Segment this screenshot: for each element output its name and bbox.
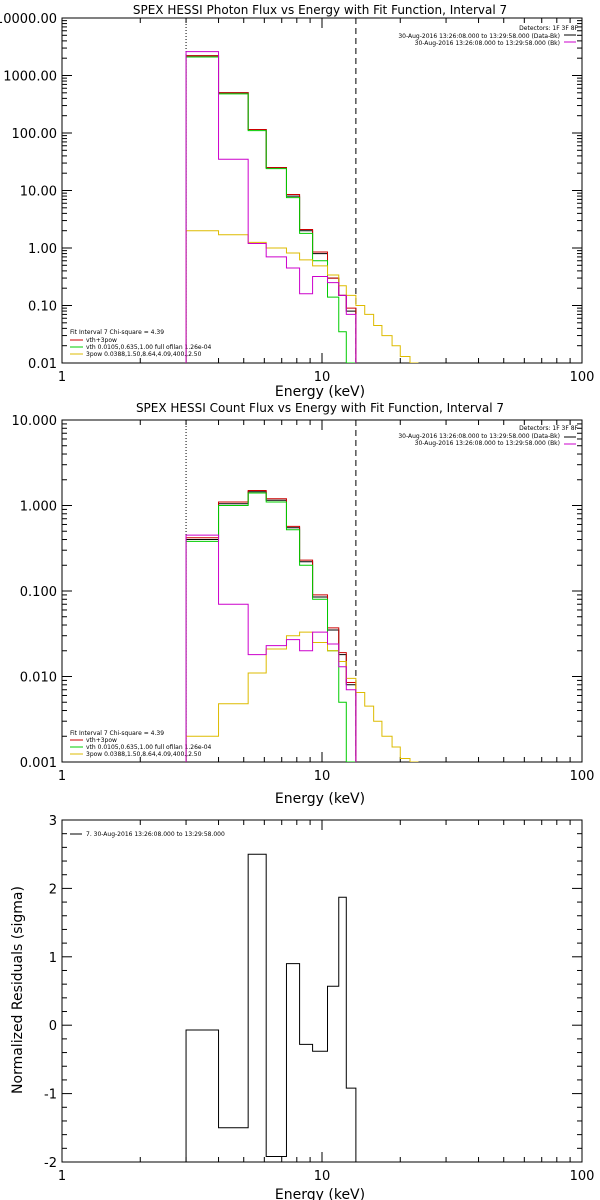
count-flux-x-tick-label: 1 bbox=[58, 769, 66, 784]
count-flux-series-group bbox=[185, 489, 419, 762]
photon-flux-y-tick-label: 10000.00 bbox=[0, 12, 57, 27]
count-flux-fit-header: Fit Interval 7 Chi-square = 4.39 bbox=[70, 730, 164, 737]
photon-flux-x-tick-label: 10 bbox=[314, 370, 331, 385]
photon-flux-series-bk-4 bbox=[185, 51, 357, 363]
residuals-series-group bbox=[185, 853, 357, 1162]
photon-flux-plot-frame bbox=[61, 17, 583, 364]
count-flux-panel: SPEX HESSI Count Flux vs Energy with Fit… bbox=[12, 401, 595, 807]
count-flux-y-tick-label: 1.000 bbox=[20, 500, 57, 515]
residuals-y-tick-label: 2 bbox=[49, 882, 57, 897]
photon-flux-series-3pow-3 bbox=[185, 230, 419, 363]
count-flux-series-3pow-3 bbox=[185, 631, 419, 762]
photon-flux-series-data-bk-0 bbox=[185, 55, 357, 363]
count-flux-fit-total: vth+3pow bbox=[86, 737, 117, 744]
photon-flux-fit-3pow: 3pow 0.0388,1.50,8.64,4.09,400.,2.50 bbox=[86, 351, 202, 358]
photon-flux-y-tick-label: 0.01 bbox=[28, 357, 57, 372]
residuals-y-tick-label: 3 bbox=[49, 814, 57, 829]
count-flux-x-tick-label: 100 bbox=[570, 769, 595, 784]
residuals-y-tick-label: -2 bbox=[44, 1156, 57, 1171]
photon-flux-x-tick-label: 100 bbox=[570, 370, 595, 385]
residuals-x-tick-label: 100 bbox=[570, 1169, 595, 1184]
residuals-x-tick-label: 10 bbox=[314, 1169, 331, 1184]
count-flux-y-tick-label: 0.100 bbox=[20, 585, 57, 600]
count-flux-title: SPEX HESSI Count Flux vs Energy with Fit… bbox=[136, 401, 504, 415]
photon-flux-y-tick-label: 10.00 bbox=[20, 185, 57, 200]
residuals-y-tick-label: 0 bbox=[49, 1019, 57, 1034]
residuals-panel: Energy (keV) Normalized Residuals (sigma… bbox=[10, 814, 594, 1200]
count-flux-legend-header: Detectors: 1F 3F 8F bbox=[519, 425, 578, 432]
residuals-legend-entry: 7. 30-Aug-2016 13:26:08.000 to 13:29:58.… bbox=[86, 831, 225, 838]
count-flux-fit-3pow: 3pow 0.0388,1.50,8.64,4.09,400.,2.50 bbox=[86, 751, 202, 758]
count-flux-series-vth-3pow-1 bbox=[185, 489, 357, 762]
count-flux-legend-databk: 30-Aug-2016 13:26:08.000 to 13:29:58.000… bbox=[398, 433, 560, 440]
photon-flux-fit-header: Fit Interval 7 Chi-square = 4.39 bbox=[70, 329, 164, 336]
count-flux-series-vth-2 bbox=[185, 492, 356, 762]
photon-flux-fit-total: vth+3pow bbox=[86, 337, 117, 344]
photon-flux-series-group bbox=[185, 51, 419, 363]
photon-flux-legend-databk: 30-Aug-2016 13:26:08.000 to 13:29:58.000… bbox=[398, 33, 560, 40]
count-flux-y-tick-label: 0.001 bbox=[20, 756, 57, 771]
photon-flux-legend-header: Detectors: 1F 3F 8F bbox=[519, 25, 578, 32]
photon-flux-y-tick-label: 100.00 bbox=[12, 127, 58, 142]
residuals-y-tick-label: -1 bbox=[44, 1088, 57, 1103]
count-flux-plot-frame bbox=[61, 419, 583, 763]
count-flux-xlabel: Energy (keV) bbox=[275, 791, 365, 807]
count-flux-y-tick-label: 0.010 bbox=[20, 671, 57, 686]
photon-flux-title: SPEX HESSI Photon Flux vs Energy with Fi… bbox=[133, 3, 507, 17]
count-flux-series-data-bk-0 bbox=[185, 491, 357, 762]
photon-flux-fit-vth: vth 0.0105,0.635,1.00 full ofilan 1.26e-… bbox=[86, 344, 212, 351]
count-flux-legend-bk: 30-Aug-2016 13:26:08.000 to 13:29:58.000… bbox=[415, 440, 560, 447]
photon-flux-y-tick-label: 1.00 bbox=[28, 242, 57, 257]
residuals-series-series-0 bbox=[185, 853, 357, 1162]
photon-flux-xlabel: Energy (keV) bbox=[275, 384, 365, 400]
residuals-x-tick-label: 1 bbox=[58, 1169, 66, 1184]
photon-flux-x-tick-label: 1 bbox=[58, 370, 66, 385]
photon-flux-series-vth-2 bbox=[185, 56, 356, 363]
residuals-ylabel: Normalized Residuals (sigma) bbox=[10, 886, 26, 1094]
photon-flux-legend-bk: 30-Aug-2016 13:26:08.000 to 13:29:58.000… bbox=[415, 40, 560, 47]
count-flux-y-tick-label: 10.000 bbox=[12, 414, 58, 429]
count-flux-x-tick-label: 10 bbox=[314, 769, 331, 784]
photon-flux-y-tick-label: 1000.00 bbox=[3, 70, 57, 85]
residuals-y-tick-label: 1 bbox=[49, 951, 57, 966]
photon-flux-panel: SPEX HESSI Photon Flux vs Energy with Fi… bbox=[0, 3, 594, 400]
photon-flux-series-vth-3pow-1 bbox=[185, 55, 357, 363]
residuals-xlabel: Energy (keV) bbox=[275, 1187, 365, 1200]
count-flux-fit-vth: vth 0.0105,0.635,1.00 full ofilan 1.26e-… bbox=[86, 744, 212, 751]
photon-flux-y-tick-label: 0.10 bbox=[28, 300, 57, 315]
count-flux-series-bk-4 bbox=[185, 534, 357, 762]
residuals-plot-frame bbox=[61, 819, 583, 1163]
